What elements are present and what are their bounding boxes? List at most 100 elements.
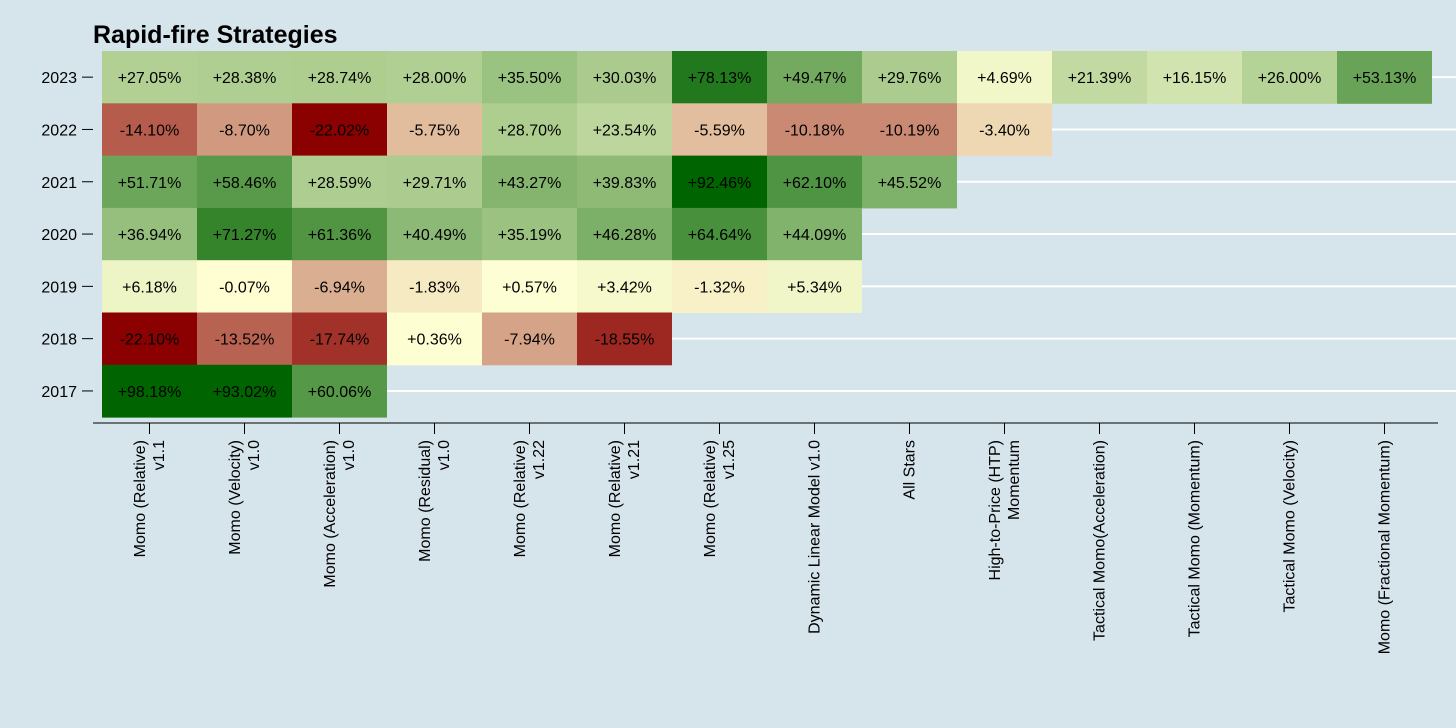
heatmap-cell [387, 155, 482, 209]
heatmap-cell [767, 103, 862, 157]
heatmap-cell [102, 207, 197, 261]
cell-label: +49.47% [783, 70, 847, 87]
y-axis-labels: 2023 2022 2021 2020 2019 2018 2017 [41, 70, 93, 401]
chart-title: Rapid-fire Strategies [93, 21, 338, 49]
cell-label: +39.83% [593, 175, 657, 192]
y-tick-label: 2020 [41, 227, 77, 244]
heatmap-cell [482, 207, 577, 261]
cell-label: -5.75% [409, 122, 460, 139]
heatmap-cell [387, 207, 482, 261]
cell-label: +3.42% [597, 279, 652, 296]
cell-label: +71.27% [213, 227, 277, 244]
heatmap-cell [387, 51, 482, 104]
cell-label: +92.46% [688, 175, 752, 192]
cell-label: -18.55% [595, 332, 655, 349]
cell-label: +40.49% [403, 227, 467, 244]
y-tick-label: 2022 [41, 122, 77, 139]
cell-label: +51.71% [118, 175, 182, 192]
heatmap-cell [387, 103, 482, 157]
cell-label: -8.70% [219, 122, 270, 139]
heatmap-cell [672, 207, 767, 261]
cell-label: -1.32% [694, 279, 745, 296]
cell-label: +62.10% [783, 175, 847, 192]
cell-label: +0.57% [502, 279, 557, 296]
y-tick-label: 2018 [41, 332, 77, 349]
x-tick-label: High-to-Price (HTP) [987, 440, 1004, 580]
x-tick-label: v1.0 [246, 440, 263, 470]
cell-label: -10.18% [785, 122, 845, 139]
heatmap-cell [482, 155, 577, 209]
heatmap-cell [197, 207, 292, 261]
cell-label: +21.39% [1068, 70, 1132, 87]
heatmap-cell [292, 207, 387, 261]
heatmap-cell [482, 51, 577, 104]
x-tick-label: Momo (Relative) [132, 440, 149, 557]
cell-label: -17.74% [310, 332, 370, 349]
x-tick-label: Momentum [1006, 440, 1023, 520]
x-tick-label: Dynamic Linear Model v1.0 [807, 440, 824, 634]
cell-label: +44.09% [783, 227, 847, 244]
cell-label: +53.13% [1353, 70, 1417, 87]
x-tick-label: v1.25 [721, 440, 738, 479]
heatmap-cell [1147, 51, 1242, 104]
cell-label: -10.19% [880, 122, 940, 139]
heatmap-cell [862, 51, 957, 104]
x-tick-label: Momo (Relative) [607, 440, 624, 557]
heatmap-cell [767, 155, 862, 209]
x-tick-label: Tactical Momo (Velocity) [1282, 440, 1299, 613]
heatmap-cell [957, 51, 1052, 104]
heatmap-cell [102, 260, 197, 313]
heatmap-cell [577, 260, 672, 313]
cell-label: +4.69% [977, 70, 1032, 87]
heatmap-cell [292, 260, 387, 313]
heatmap-cell [577, 312, 672, 366]
x-tick-label: Tactical Momo (Momentum) [1187, 440, 1204, 637]
heatmap-cells: +27.05% +28.38% +28.74% +28.00% +35.50% +30.0… [102, 51, 1432, 418]
heatmap-cell [292, 103, 387, 157]
heatmap-cell [1242, 51, 1337, 104]
x-tick-label: Momo (Fractional Momentum) [1377, 440, 1394, 654]
cell-label: +45.52% [878, 175, 942, 192]
cell-label: +28.70% [498, 122, 562, 139]
cell-label: -22.02% [310, 122, 370, 139]
heatmap-cell [387, 312, 482, 366]
heatmap-cell [767, 207, 862, 261]
x-tick-label: Momo (Residual) [417, 440, 434, 562]
x-tick-label: v1.1 [151, 440, 168, 470]
cell-label: +35.50% [498, 70, 562, 87]
cell-label: +28.00% [403, 70, 467, 87]
heatmap-cell [672, 155, 767, 209]
cell-label: +0.36% [407, 332, 462, 349]
heatmap-cell [577, 155, 672, 209]
heatmap-cell [672, 260, 767, 313]
cell-label: -0.07% [219, 279, 270, 296]
heatmap-cell [197, 155, 292, 209]
heatmap-cell [577, 207, 672, 261]
heatmap-cell [197, 312, 292, 366]
heatmap-cell [197, 103, 292, 157]
cell-label: -6.94% [314, 279, 365, 296]
y-tick-label: 2023 [41, 70, 77, 87]
cell-label: -7.94% [504, 332, 555, 349]
y-tick-label: 2017 [41, 384, 77, 401]
heatmap-cell [102, 312, 197, 366]
heatmap-cell [292, 155, 387, 209]
cell-label: +64.64% [688, 227, 752, 244]
heatmap-cell [1337, 51, 1432, 104]
x-tick-label: Momo (Velocity) [227, 440, 244, 555]
heatmap-cell [102, 51, 197, 104]
cell-label: +35.19% [498, 227, 562, 244]
x-axis-labels: Momo (Relative) v1.1 Momo (Velocity) v1.0 Mo… [132, 440, 1394, 654]
heatmap-cell [197, 260, 292, 313]
heatmap-cell [672, 103, 767, 157]
heatmap-cell [862, 103, 957, 157]
heatmap-cell [292, 312, 387, 366]
cell-label: +93.02% [213, 384, 277, 401]
x-tick-label: Tactical Momo(Acceleration) [1092, 440, 1109, 641]
x-axis-ticks [149, 423, 1385, 434]
heatmap-cell [292, 51, 387, 104]
cell-label: +29.76% [878, 70, 942, 87]
x-tick-label: v1.0 [341, 440, 358, 470]
x-tick-label: All Stars [902, 440, 919, 500]
heatmap-cell [957, 103, 1052, 157]
